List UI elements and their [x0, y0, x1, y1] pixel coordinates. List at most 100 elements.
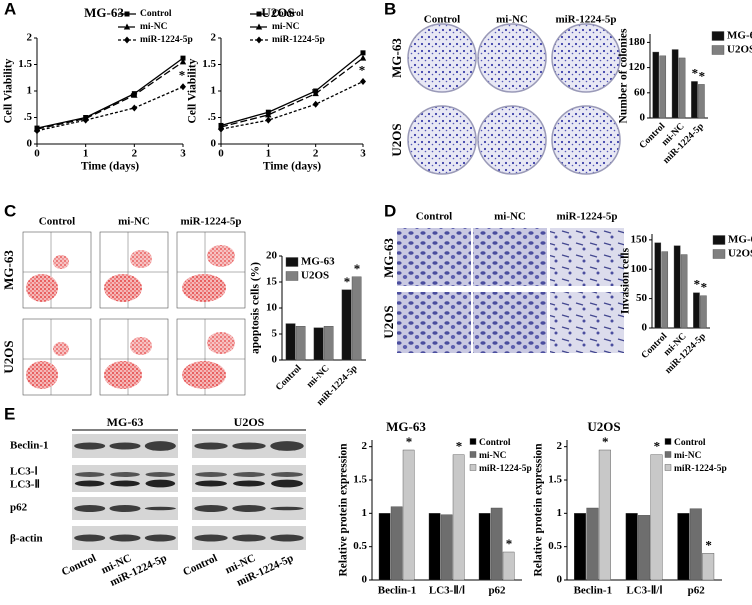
invasion-image [397, 228, 471, 286]
y-tick-label: 10 [266, 302, 278, 314]
blot-band [110, 472, 140, 477]
cell-cloud [53, 255, 69, 269]
significance: * [130, 89, 137, 104]
series-line [36, 57, 184, 129]
bar [698, 84, 705, 119]
blot-band [270, 534, 304, 542]
panel-letter: B [384, 0, 396, 18]
blot-band [270, 506, 304, 511]
y-tick-label: 0 [642, 322, 648, 334]
y-axis-label: Cell Viability [187, 58, 199, 123]
colony-plate [477, 23, 547, 93]
legend-swatch [285, 271, 299, 281]
blot-title: MG-63 [107, 415, 144, 429]
legend-swatch [285, 257, 299, 267]
significance: * [699, 68, 706, 83]
bar [502, 551, 515, 581]
series-line [220, 57, 364, 128]
legend-label: mi-NC [479, 451, 507, 461]
bar [661, 251, 669, 329]
bar [323, 326, 334, 361]
x-tick-label: p62 [488, 585, 506, 597]
marker [265, 111, 272, 118]
blot-band [74, 534, 106, 542]
bar [654, 242, 662, 329]
bar [378, 513, 391, 581]
blot-band [144, 506, 176, 511]
legend-swatch [712, 249, 726, 259]
bar [574, 513, 587, 581]
y-tick-label: 15 [266, 276, 278, 288]
column-label: Control [416, 211, 452, 223]
row-label: U2OS [381, 305, 396, 338]
x-tick-label: 0 [34, 148, 40, 160]
legend-label: Control [272, 9, 304, 19]
blot-band [74, 480, 105, 487]
cell-cloud [53, 342, 69, 356]
x-axis-label: Time (days) [263, 161, 321, 173]
blot-row-label: Beclin-1 [10, 440, 49, 452]
legend-swatch [664, 451, 672, 458]
y-tick-label: 0 [272, 354, 278, 366]
blot-band [233, 480, 265, 487]
marker [34, 127, 40, 135]
legend-marker [255, 23, 263, 30]
legend-label: MG-63 [301, 256, 335, 268]
marker [131, 104, 138, 112]
x-tick-label: 1 [266, 148, 272, 160]
blot-row-label: p62 [10, 502, 28, 514]
legend-swatch [469, 438, 477, 445]
y-tick-label: 0 [640, 112, 646, 124]
bar [678, 57, 686, 119]
legend-marker [124, 11, 130, 17]
panel-letter: E [4, 404, 15, 423]
cell-cloud [130, 337, 152, 355]
chart-title: MG-63 [386, 419, 426, 434]
legend-label: Control [674, 438, 706, 448]
y-tick-label: 1.5 [548, 474, 562, 486]
legend-label: mi-NC [140, 22, 168, 32]
significance: * [701, 280, 708, 295]
blot-title: U2OS [234, 415, 265, 429]
legend-label: MG-63 [728, 234, 752, 246]
column-label: miR-1224-5p [180, 216, 241, 228]
blot-row-label: LC3-Ⅱ [10, 479, 40, 491]
blot-band [232, 442, 266, 450]
legend-swatch [469, 451, 477, 458]
blot-band [74, 472, 105, 477]
marker [312, 100, 319, 108]
blot-band [195, 480, 227, 487]
column-label: miR-1224-5p [556, 211, 617, 223]
significance: * [344, 274, 351, 289]
colony-plate [551, 23, 621, 93]
blot-band [271, 479, 303, 488]
y-tick-label: 0 [362, 574, 368, 586]
bar [680, 254, 688, 329]
cell-cloud [130, 250, 152, 268]
significance: * [406, 434, 413, 449]
significance: * [506, 536, 513, 551]
legend-label: miR-1224-5p [140, 35, 193, 45]
blot-band [144, 441, 176, 451]
blot-band [109, 442, 141, 450]
row-label: U2OS [389, 123, 404, 156]
significance: * [359, 62, 366, 77]
column-label: miR-1224-5p [555, 14, 616, 26]
legend-swatch [664, 438, 672, 445]
legend-label: U2OS [728, 248, 752, 260]
marker [265, 116, 272, 124]
blot-band [270, 441, 304, 451]
marker [131, 91, 138, 98]
blot-band [110, 480, 140, 487]
invasion-image [397, 292, 471, 353]
bar [586, 507, 599, 581]
x-tick-label: Beclin-1 [574, 585, 613, 597]
x-axis-label: Time (days) [81, 161, 139, 173]
legend-label: mi-NC [674, 451, 702, 461]
significance: * [692, 65, 699, 80]
y-tick-label: 1 [211, 85, 217, 97]
cell-cloud [207, 332, 235, 354]
x-tick-label: mi-NC [305, 364, 332, 391]
x-tick-label: 0 [218, 148, 224, 160]
column-label: mi-NC [494, 211, 526, 223]
